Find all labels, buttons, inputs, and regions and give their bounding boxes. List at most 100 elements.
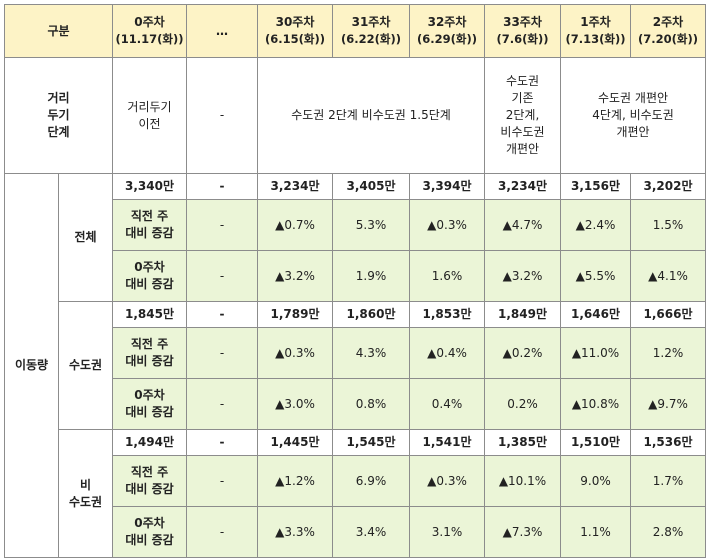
change-value: ▲10.8% xyxy=(571,396,620,411)
text-line: 대비 증감 xyxy=(125,533,174,547)
prev-week-cell: - xyxy=(186,455,258,507)
distancing-row: 거리 두기 단계 거리두기 이전 - 수도권 2단계 비수도권 1.5단계 수도권 기존 2단계,… xyxy=(4,57,706,174)
distancing-dash: - xyxy=(186,57,258,174)
volume-value: 1,385만 xyxy=(498,435,547,449)
week-name: 30주차 xyxy=(275,15,315,29)
prev-week-cell: ▲0.2% xyxy=(484,327,561,379)
volume-cell: 3,156만 xyxy=(560,173,631,200)
prev-week-cell: 1.7% xyxy=(630,455,706,507)
change-value: ▲0.2% xyxy=(502,345,543,360)
volume-cell: 3,202만 xyxy=(630,173,706,200)
mobility-label: 이동량 xyxy=(4,173,59,558)
change-value: ▲5.5% xyxy=(575,268,616,283)
prev-week-cell: 1.5% xyxy=(630,199,706,251)
volume-value: 3,234만 xyxy=(498,179,547,193)
change-value: ▲1.2% xyxy=(275,473,315,488)
header-week: 1주차 (7.13(화)) xyxy=(560,4,631,58)
text-line: 대비 증감 xyxy=(125,226,174,240)
text-line: 거리두기 xyxy=(127,99,172,114)
prev-week-cell: ▲2.4% xyxy=(560,199,631,251)
change-value: 1.1% xyxy=(580,524,611,539)
week0-label: 0주차 대비 증감 xyxy=(112,378,187,430)
week-date: (7.6(화)) xyxy=(496,32,549,46)
volume-cell: 1,494만 xyxy=(112,429,187,456)
change-value: 1.6% xyxy=(431,268,463,283)
change-value: ▲11.0% xyxy=(571,345,620,360)
week-name: … xyxy=(216,23,228,38)
week-name: 2주차 xyxy=(652,15,684,29)
volume-cell: - xyxy=(186,429,258,456)
volume-value: 1,789만 xyxy=(270,307,320,321)
change-value: 9.0% xyxy=(580,473,611,488)
week0-row: 0주차 대비 증감 - ▲3.0% 0.8% 0.4% 0.2% ▲10.8% ▲9.7% xyxy=(5,378,706,430)
text-line: 4단계, 비수도권 xyxy=(592,108,674,122)
change-value: 1.9% xyxy=(355,268,387,283)
volume-value: 1,853만 xyxy=(422,307,472,321)
group-label: 전체 xyxy=(58,173,113,302)
change-value: 3.1% xyxy=(431,524,463,539)
change-value: 0.4% xyxy=(431,396,463,411)
prev-week-cell: 4.3% xyxy=(332,327,410,379)
change-value: ▲0.3% xyxy=(275,345,315,360)
volume-value: 1,646만 xyxy=(571,307,620,321)
week0-cell: ▲3.0% xyxy=(257,378,333,430)
prev-week-cell: 1.2% xyxy=(630,327,706,379)
week0-cell: 2.8% xyxy=(630,506,706,558)
prev-week-row: 직전 주 대비 증감 - ▲1.2% 6.9% ▲0.3% ▲10.1% 9.0% 1.7% xyxy=(5,455,706,507)
header-week: 2주차 (7.20(화)) xyxy=(630,4,706,58)
volume-value: 1,845만 xyxy=(125,307,174,321)
prev-week-cell: ▲4.7% xyxy=(484,199,561,251)
volume-cell: 1,510만 xyxy=(560,429,631,456)
text-line: 대비 증감 xyxy=(125,354,174,368)
change-value: 2.8% xyxy=(652,524,684,539)
volume-row: 수도권 1,845만 - 1,789만 1,860만 1,853만 1,849만 1,646만… xyxy=(5,301,706,430)
week-name: 1주차 xyxy=(580,15,611,29)
change-value: 3.4% xyxy=(355,524,387,539)
stage-text: 수도권 2단계 비수도권 1.5단계 xyxy=(291,108,451,122)
volume-cell: - xyxy=(186,173,258,200)
volume-cell: 1,385만 xyxy=(484,429,561,456)
volume-value: 1,494만 xyxy=(125,435,174,449)
volume-cell: 3,234만 xyxy=(484,173,561,200)
week0-cell: 0.2% xyxy=(484,378,561,430)
volume-row: 비 수도권 1,494만 - 1,445만 1,545만 1,541만 1,385만 1,510… xyxy=(5,429,706,558)
prev-week-cell: 5.3% xyxy=(332,199,410,251)
week0-cell: 1.6% xyxy=(409,250,485,302)
change-value: ▲9.7% xyxy=(648,396,688,411)
prev-week-cell: ▲1.2% xyxy=(257,455,333,507)
volume-value: 3,340만 xyxy=(125,179,174,193)
text-line: 0주차 xyxy=(134,388,165,402)
week-date: (7.20(화)) xyxy=(638,32,698,46)
volume-cell: 1,845만 xyxy=(112,301,187,328)
week0-cell: ▲3.2% xyxy=(257,250,333,302)
text-line: 비수도권 xyxy=(500,125,545,139)
text-line: 두기 xyxy=(47,108,70,122)
change-value: ▲0.3% xyxy=(427,217,467,232)
volume-cell: 1,860만 xyxy=(332,301,410,328)
volume-value: 1,541만 xyxy=(422,435,472,449)
change-value: ▲0.3% xyxy=(427,473,467,488)
week0-cell: 3.4% xyxy=(332,506,410,558)
prev-week-cell: ▲0.3% xyxy=(409,199,485,251)
text-line: 개편안 xyxy=(616,125,650,139)
distancing-label: 거리 두기 단계 xyxy=(4,57,113,174)
volume-cell: - xyxy=(186,301,258,328)
week0-cell: ▲3.3% xyxy=(257,506,333,558)
volume-cell: 1,789만 xyxy=(257,301,333,328)
volume-value: 1,849만 xyxy=(498,307,547,321)
volume-value: 1,510만 xyxy=(571,435,620,449)
change-value: - xyxy=(219,473,225,488)
text-line: 직전 주 xyxy=(130,209,169,223)
change-value: 1.5% xyxy=(652,217,684,232)
prev-week-row: 직전 주 대비 증감 - ▲0.7% 5.3% ▲0.3% ▲4.7% ▲2.4% 1.5% xyxy=(5,199,706,251)
change-value: ▲3.2% xyxy=(275,268,315,283)
text-line: 수도권 xyxy=(68,494,103,509)
week0-cell: ▲3.2% xyxy=(484,250,561,302)
header-week: 30주차 (6.15(화)) xyxy=(257,4,333,58)
volume-cell: 1,545만 xyxy=(332,429,410,456)
prev-week-cell: ▲0.7% xyxy=(257,199,333,251)
volume-value: 1,445만 xyxy=(270,435,320,449)
mobility-text: 이동량 xyxy=(14,358,49,372)
text-line: 전체 xyxy=(74,230,97,244)
